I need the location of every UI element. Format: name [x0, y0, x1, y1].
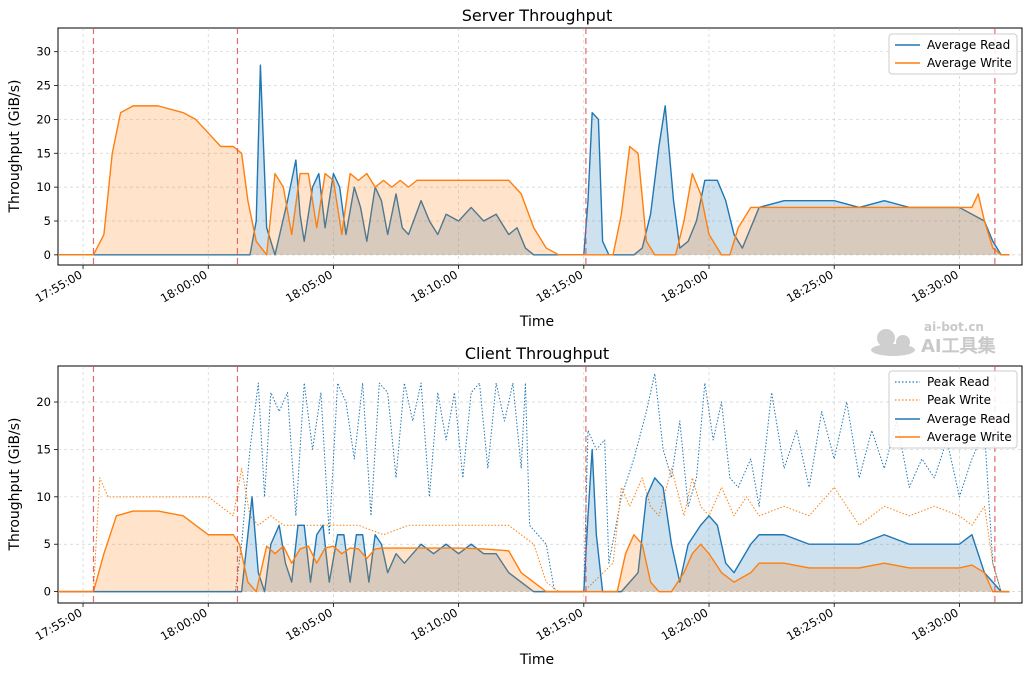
watermark: ai-bot.cn AI工具集 [871, 320, 997, 357]
x-tick-label: 18:10:00 [408, 605, 460, 643]
x-axis-label: Time [519, 652, 554, 668]
x-tick-label: 18:25:00 [784, 605, 836, 643]
y-tick-label: 25 [36, 79, 51, 93]
legend: Peak Read Peak Write Average Read Averag… [888, 370, 1018, 449]
client-throughput-chart: 0 5 10 15 20 17:55:00 18:00:00 18:05:00 18:10:0… [7, 344, 1023, 668]
plot-frame [57, 365, 1023, 604]
x-tick-label: 17:55:00 [33, 267, 85, 305]
y-axis-label: Throughput (GiB/s) [7, 417, 23, 551]
legend-box [888, 33, 1018, 75]
y-tick-label: 10 [36, 490, 51, 504]
y-tick-label: 20 [36, 395, 51, 409]
y-ticks: 0 5 10 15 20 25 30 [36, 45, 58, 262]
y-tick-label: 15 [36, 442, 51, 456]
x-tick-label: 18:00:00 [158, 605, 210, 643]
y-tick-label: 0 [44, 585, 51, 599]
series-group [58, 64, 1010, 256]
x-tick-label: 18:15:00 [534, 267, 586, 305]
x-tick-label: 18:30:00 [909, 267, 961, 305]
x-axis-label: Time [519, 314, 554, 330]
x-tick-label: 18:05:00 [283, 267, 335, 305]
series-group [58, 373, 1010, 593]
y-axis-label: Throughput (GiB/s) [7, 79, 23, 213]
watermark-logo-icon [871, 329, 915, 356]
x-tick-label: 18:00:00 [158, 267, 210, 305]
x-tick-label: 18:20:00 [659, 267, 711, 305]
legend-entry-average-write: Average Write [927, 430, 1012, 444]
y-tick-label: 5 [44, 214, 51, 228]
area-average-write [58, 105, 1010, 255]
legend-entry-peak-read: Peak Read [927, 375, 989, 389]
x-tick-label: 18:20:00 [659, 605, 711, 643]
y-tick-label: 0 [44, 248, 51, 262]
series-line-peak-write [58, 467, 1010, 593]
x-tick-label: 18:30:00 [909, 605, 961, 643]
legend-entry-average-read: Average Read [927, 412, 1010, 426]
x-tick-label: 18:05:00 [283, 605, 335, 643]
x-ticks: 17:55:00 18:00:00 18:05:00 18:10:00 18:15:00… [33, 265, 961, 305]
y-tick-label: 5 [44, 537, 51, 551]
legend-entry-average-read: Average Read [927, 38, 1010, 52]
legend: Average Read Average Write [888, 33, 1018, 75]
y-tick-label: 20 [36, 112, 51, 126]
y-tick-label: 10 [36, 180, 51, 194]
watermark-line1: ai-bot.cn [924, 320, 984, 334]
chart-title: Server Throughput [462, 6, 613, 25]
legend-entry-average-write: Average Write [927, 56, 1012, 70]
chart-title: Client Throughput [465, 344, 609, 363]
x-tick-label: 17:55:00 [33, 605, 85, 643]
x-tick-label: 18:15:00 [534, 605, 586, 643]
x-ticks: 17:55:00 18:00:00 18:05:00 18:10:00 18:15:00… [33, 603, 961, 643]
y-tick-label: 30 [36, 45, 51, 59]
y-tick-label: 15 [36, 146, 51, 160]
x-tick-label: 18:10:00 [408, 267, 460, 305]
legend-entry-peak-write: Peak Write [927, 393, 991, 407]
plot-frame [57, 27, 1023, 266]
series-line-average-read [58, 448, 1010, 593]
server-throughput-chart: 0 5 10 15 20 25 30 17:55:00 18:00:00 18:05:00 18:… [7, 6, 1023, 330]
legend-box [888, 370, 1018, 449]
y-ticks: 0 5 10 15 20 [36, 395, 58, 599]
watermark-line2: AI工具集 [921, 335, 997, 357]
x-tick-label: 18:25:00 [784, 267, 836, 305]
area-average-write [58, 511, 1010, 592]
series-line-average-read [58, 64, 1010, 256]
series-line-average-write [58, 105, 1010, 256]
series-line-average-write [58, 510, 1010, 593]
